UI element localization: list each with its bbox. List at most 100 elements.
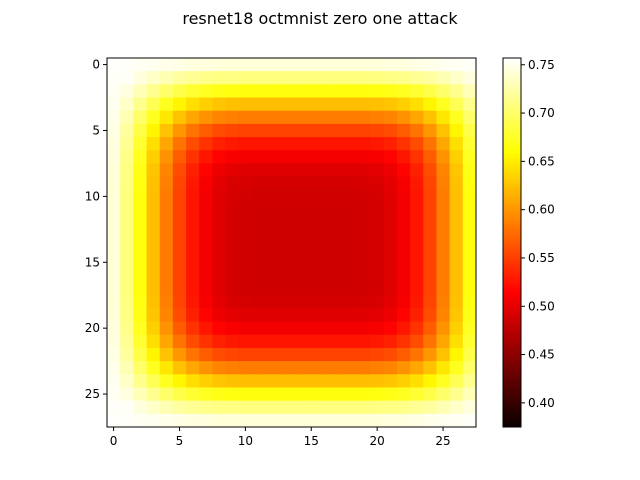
heatmap-cell [251,255,266,270]
heatmap-cell [199,361,213,375]
heatmap-cell [357,374,371,388]
heatmap-cell [370,334,385,349]
heatmap-cell [317,308,332,322]
heatmap-cell [225,282,240,296]
colorbar-segment [503,153,521,157]
heatmap-cell [212,374,227,388]
heatmap-cell [436,189,451,204]
heatmap-cell [462,321,477,336]
heatmap-cell [423,308,437,322]
heatmap-cell [251,189,266,204]
heatmap-cell [278,374,292,388]
heatmap-cell [357,387,371,402]
heatmap-cell [278,308,292,322]
heatmap-cell [344,347,358,362]
heatmap-cell [344,334,358,349]
heatmap-cell [357,255,371,270]
heatmap-cell [370,137,385,151]
x-tick-label: 5 [176,434,184,448]
heatmap-cell [436,361,451,375]
heatmap-cell [238,374,253,388]
heatmap-cell [344,216,358,230]
heatmap-cell [186,295,200,309]
heatmap-cell [462,400,477,415]
heatmap-cell [238,413,253,428]
heatmap-cell [396,58,411,72]
heatmap-cell [133,202,147,217]
heatmap-cell [120,84,134,98]
heatmap-cell [212,202,227,217]
heatmap-cell [436,400,451,415]
colorbar-tick-label: 0.50 [528,299,555,313]
colorbar-segment [503,414,521,419]
heatmap-cell [186,150,200,164]
heatmap-cell [344,110,358,125]
heatmap-cell [107,110,121,125]
colorbar-segment [503,64,521,68]
heatmap-cell [304,71,319,85]
heatmap-cell [251,150,266,164]
heatmap-cell [172,110,187,125]
colorbar-segment [503,171,521,176]
heatmap-cell [449,229,464,243]
heatmap-cell [146,347,161,362]
heatmap-cell [462,255,477,270]
x-tick-label: 0 [110,434,118,448]
heatmap-cell [396,374,411,388]
heatmap-cell [265,229,279,243]
heatmap-cell [304,110,319,125]
heatmap-cell [396,216,411,230]
heatmap-cell [304,321,319,336]
heatmap-cell [120,308,134,322]
heatmap-cell [436,334,451,349]
heatmap-cell [172,202,187,217]
colorbar-segment [503,76,521,81]
heatmap-cell [186,242,200,257]
heatmap-cell [410,387,424,402]
heatmap-cell [225,387,240,402]
colorbar-segment [503,211,521,216]
heatmap-cell [344,255,358,270]
heatmap-cell [199,150,213,164]
colorbar-segment [503,150,521,154]
heatmap-cell [423,58,437,72]
heatmap-cell [423,110,437,125]
heatmap-cell [317,347,332,362]
heatmap-cell [291,123,306,138]
heatmap-cell [133,189,147,204]
heatmap-cell [291,84,306,98]
heatmap-cell [317,150,332,164]
heatmap-cell [172,282,187,296]
heatmap-cell [331,202,345,217]
heatmap-cell [278,202,292,217]
heatmap-cell [370,71,385,85]
heatmap-cell [370,361,385,375]
heatmap-cell [186,97,200,112]
heatmap-cell [291,229,306,243]
colorbar-segment [503,128,521,133]
colorbar-segment [503,196,521,200]
heatmap-cell [199,110,213,125]
heatmap-cell [304,361,319,375]
heatmap-cell [212,255,227,270]
heatmap-cell [436,163,451,178]
heatmap-cell [449,97,464,112]
heatmap-cell [304,123,319,138]
heatmap-cell [370,58,385,72]
heatmap-cell [410,202,424,217]
heatmap-cell [225,110,240,125]
heatmap-cell [462,413,477,428]
heatmap-cell [225,308,240,322]
heatmap-cell [146,123,161,138]
heatmap-cell [251,110,266,125]
heatmap-cell [251,387,266,402]
colorbar-tick-label: 0.45 [528,348,555,362]
heatmap-cell [436,137,451,151]
heatmap-cell [423,387,437,402]
heatmap-cell [383,189,398,204]
heatmap-cell [291,282,306,296]
heatmap-cell [462,216,477,230]
heatmap-cell [159,97,174,112]
heatmap-cell [238,84,253,98]
heatmap-cell [251,163,266,178]
